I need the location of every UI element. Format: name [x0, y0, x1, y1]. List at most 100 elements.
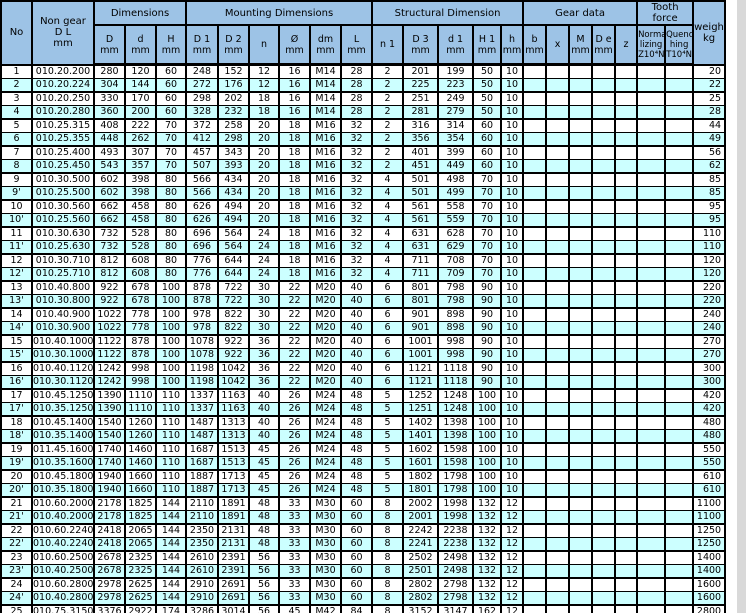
- cell: 1242: [93, 375, 126, 390]
- cell: [522, 334, 548, 349]
- cell: [545, 361, 571, 376]
- cell: 80: [155, 186, 187, 201]
- cell: 201: [402, 64, 440, 79]
- cell: 2065: [124, 523, 157, 538]
- cell: 10: [500, 429, 525, 444]
- cell: [522, 402, 548, 417]
- cell: M30: [309, 564, 342, 579]
- cell: [664, 510, 695, 525]
- cell: 70: [155, 118, 187, 133]
- cell: 1252: [402, 388, 440, 403]
- weight-cell: 240: [692, 307, 727, 322]
- cell: 144: [155, 510, 187, 525]
- cell: [591, 564, 617, 579]
- cell: [522, 91, 548, 106]
- cell: 10: [500, 294, 525, 309]
- cell: 26: [278, 469, 311, 484]
- weight-cell: 420: [692, 388, 727, 403]
- cell: [636, 321, 667, 336]
- cell: 30: [248, 321, 280, 336]
- cell: [636, 496, 667, 511]
- cell: [522, 388, 548, 403]
- cell: 70: [472, 199, 503, 214]
- cell: M30: [309, 496, 342, 511]
- cell: [591, 550, 617, 565]
- cell: 1540: [93, 429, 126, 444]
- cell: M24: [309, 402, 342, 417]
- cell: 10: [500, 145, 525, 160]
- cell: [591, 294, 617, 309]
- weight-cell: 85: [692, 186, 727, 201]
- cell: 22: [278, 348, 311, 363]
- cell: 50: [472, 78, 503, 93]
- cell: 1513: [217, 442, 250, 457]
- cell: [636, 267, 667, 282]
- cell: 10: [500, 172, 525, 187]
- cell: [545, 456, 571, 471]
- cell: 010.75.3150: [31, 604, 95, 613]
- cell: 1022: [93, 307, 126, 322]
- cell: 50: [472, 105, 503, 120]
- cell: 1891: [217, 510, 250, 525]
- cell: [664, 591, 695, 606]
- cell: 32: [339, 145, 374, 160]
- cell: M20: [309, 348, 342, 363]
- cell: 28: [339, 78, 374, 93]
- cell: [545, 64, 571, 79]
- cell: [664, 118, 695, 133]
- cell: 56: [248, 564, 280, 579]
- cell: 8: [371, 537, 405, 552]
- cell: 60: [155, 105, 187, 120]
- cell: 4: [371, 199, 405, 214]
- cell: [522, 415, 548, 430]
- cell: [545, 91, 571, 106]
- cell: 2002: [402, 496, 440, 511]
- cell: [545, 199, 571, 214]
- cell: 1313: [217, 415, 250, 430]
- col-header-H1: H 1 mm: [472, 24, 503, 66]
- cell: 2241: [402, 537, 440, 552]
- cell: 1251: [402, 402, 440, 417]
- cell: 40: [339, 375, 374, 390]
- cell: 60: [155, 78, 187, 93]
- cell: 898: [437, 307, 475, 322]
- cell: 16: [278, 91, 311, 106]
- cell: 4: [371, 186, 405, 201]
- cell: [636, 78, 667, 93]
- cell: [545, 159, 571, 174]
- cell: 32: [339, 226, 374, 241]
- weight-cell: 610: [692, 483, 727, 498]
- cell: 922: [217, 348, 250, 363]
- cell: 010.25.630: [31, 240, 95, 255]
- cell: 644: [217, 253, 250, 268]
- cell: [568, 91, 594, 106]
- cell: [636, 334, 667, 349]
- cell: 2678: [93, 550, 126, 565]
- cell: [664, 64, 695, 79]
- cell: 1398: [437, 429, 475, 444]
- cell: 2978: [93, 577, 126, 592]
- table-row: 25 010.75.3150 3376 2922 174 3286 3014 56 45 M42 8…: [0, 604, 727, 613]
- header-group-gear: Gear data: [522, 0, 639, 26]
- cell: 010.25.315: [31, 118, 95, 133]
- cell: 48: [248, 537, 280, 552]
- cell: 48: [339, 469, 374, 484]
- cell: [636, 442, 667, 457]
- cell: 1242: [93, 361, 126, 376]
- table-row: 10' 010.25.560 662 458 80 626 494 20 18 M16 32 4 561…: [0, 213, 727, 228]
- col-header-b: b mm: [522, 24, 548, 66]
- cell: 33: [278, 577, 311, 592]
- cell: 2691: [217, 577, 250, 592]
- cell: 5: [371, 388, 405, 403]
- cell: 223: [437, 78, 475, 93]
- cell: [664, 415, 695, 430]
- cell: [568, 348, 594, 363]
- cell: 60: [339, 564, 374, 579]
- cell: [545, 307, 571, 322]
- cell: [664, 78, 695, 93]
- cell: [522, 523, 548, 538]
- cell: 3014: [217, 604, 250, 613]
- row-number-cell: 15': [0, 348, 33, 363]
- cell: 711: [402, 267, 440, 282]
- cell: 722: [217, 280, 250, 295]
